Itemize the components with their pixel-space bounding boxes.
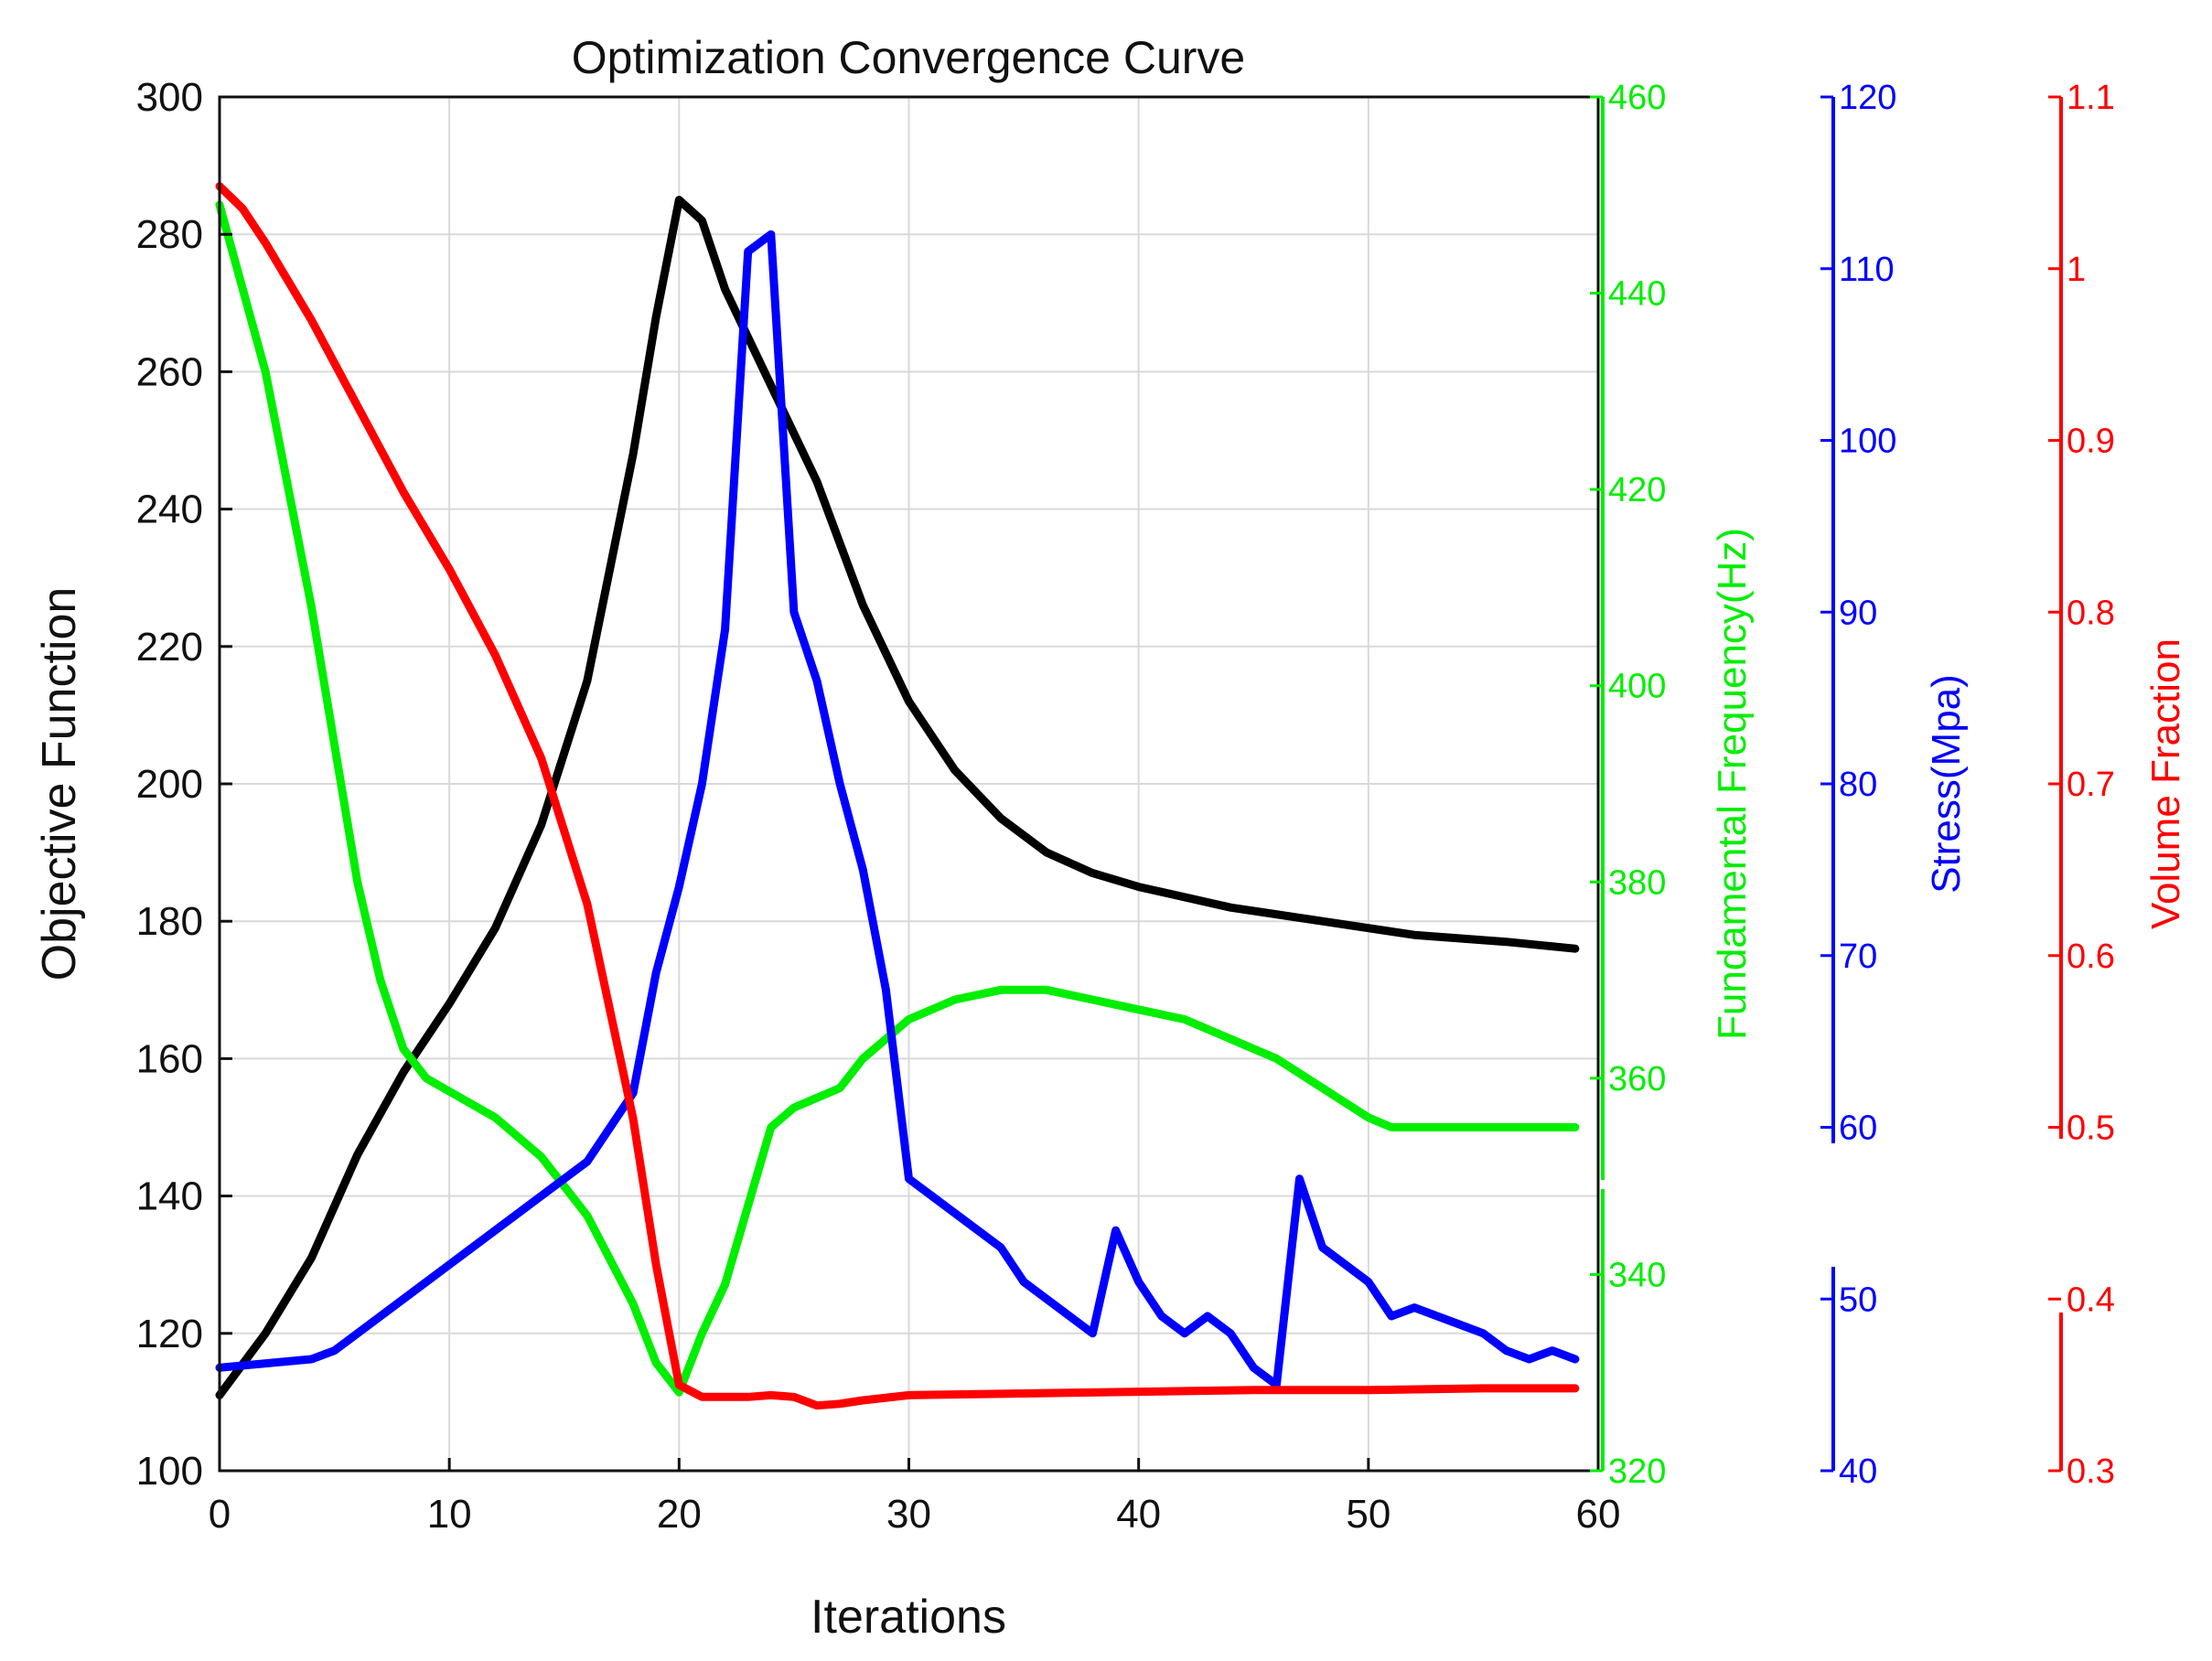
chart-title: Optimization Convergence Curve bbox=[572, 32, 1245, 83]
frequency-axis-label: Fundamental Frequency(Hz) bbox=[1710, 528, 1755, 1040]
x-tick-label: 50 bbox=[1346, 1492, 1391, 1537]
axes-layer: 0 10 20 30 40 50 60100120140160180200220240260… bbox=[33, 75, 2188, 1537]
series-line-frequency bbox=[215, 200, 1580, 1397]
stress-tick-label: 80 bbox=[1839, 766, 1877, 804]
y-tick-label: 280 bbox=[136, 212, 203, 257]
volume-tick-label: 0.4 bbox=[2067, 1281, 2115, 1319]
frequency-tick-label: 420 bbox=[1608, 471, 1666, 509]
series-line-objective bbox=[215, 196, 1580, 1399]
y-tick-label: 200 bbox=[136, 762, 203, 807]
x-tick-label: 20 bbox=[657, 1492, 702, 1537]
y-tick-label: 180 bbox=[136, 899, 203, 944]
stress-tick-label: 50 bbox=[1839, 1281, 1877, 1319]
volume-tick-label: 0.6 bbox=[2067, 938, 2115, 976]
y-tick-label: 240 bbox=[136, 488, 203, 532]
y-axis-label: Objective Function bbox=[33, 587, 86, 981]
x-axis-label: Iterations bbox=[811, 1591, 1006, 1644]
volume-tick-label: 0.7 bbox=[2067, 766, 2115, 804]
x-tick-label: 10 bbox=[427, 1492, 472, 1537]
y-tick-label: 300 bbox=[136, 75, 203, 120]
stress-axis-label: Stress(Mpa) bbox=[1924, 674, 1969, 894]
frequency-tick-label: 400 bbox=[1608, 668, 1666, 706]
x-tick-label: 40 bbox=[1116, 1492, 1161, 1537]
x-tick-label: 30 bbox=[886, 1492, 931, 1537]
volume-tick-label: 1 bbox=[2067, 251, 2086, 289]
frequency-tick-label: 360 bbox=[1608, 1060, 1666, 1098]
volume-tick-label: 0.8 bbox=[2067, 594, 2115, 632]
frequency-tick-label: 340 bbox=[1608, 1256, 1666, 1294]
stress-tick-label: 110 bbox=[1839, 251, 1895, 289]
stress-tick-label: 120 bbox=[1839, 79, 1896, 117]
volume-tick-label: 0.3 bbox=[2067, 1452, 2115, 1491]
stress-tick-label: 90 bbox=[1839, 594, 1877, 632]
y-tick-label: 220 bbox=[136, 625, 203, 670]
grid bbox=[219, 96, 1599, 1472]
stress-tick-label: 60 bbox=[1839, 1109, 1877, 1148]
stress-tick-label: 40 bbox=[1839, 1452, 1877, 1491]
volume-axis-label: Volume Fraction bbox=[2143, 638, 2188, 929]
series-line-stress bbox=[215, 230, 1580, 1389]
frequency-tick-label: 440 bbox=[1608, 275, 1666, 314]
series-line-volume bbox=[215, 182, 1580, 1410]
x-tick-label: 60 bbox=[1576, 1492, 1621, 1537]
volume-tick-label: 1.1 bbox=[2067, 79, 2115, 117]
y-tick-label: 100 bbox=[136, 1449, 203, 1494]
frequency-tick-label: 460 bbox=[1608, 79, 1666, 117]
y-tick-label: 260 bbox=[136, 349, 203, 394]
frequency-tick-label: 320 bbox=[1608, 1452, 1666, 1491]
x-tick-label: 0 bbox=[209, 1492, 231, 1537]
volume-tick-label: 0.5 bbox=[2067, 1109, 2115, 1148]
frequency-tick-label: 380 bbox=[1608, 863, 1666, 902]
series-layer bbox=[215, 182, 1580, 1410]
y-tick-label: 140 bbox=[136, 1174, 203, 1219]
y-tick-label: 120 bbox=[136, 1312, 203, 1356]
y-tick-label: 160 bbox=[136, 1036, 203, 1081]
stress-tick-label: 70 bbox=[1839, 938, 1877, 976]
volume-tick-label: 0.9 bbox=[2067, 423, 2115, 461]
stress-tick-label: 100 bbox=[1839, 423, 1896, 461]
